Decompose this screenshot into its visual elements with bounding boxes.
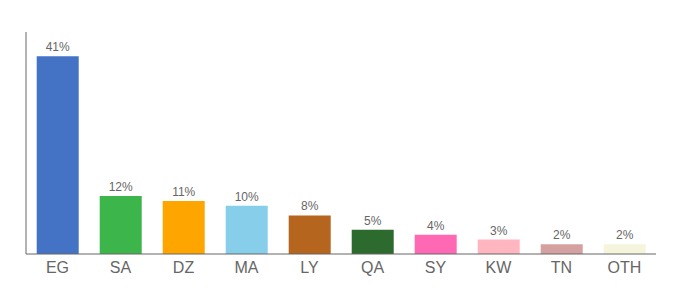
svg-text:11%: 11% bbox=[172, 185, 195, 199]
svg-text:MA: MA bbox=[235, 259, 259, 276]
svg-text:EG: EG bbox=[46, 259, 69, 276]
svg-text:DZ: DZ bbox=[173, 259, 195, 276]
svg-text:2%: 2% bbox=[616, 228, 634, 242]
svg-text:QA: QA bbox=[361, 259, 384, 276]
svg-text:SY: SY bbox=[425, 259, 447, 276]
svg-text:4%: 4% bbox=[427, 219, 445, 233]
svg-text:12%: 12% bbox=[109, 180, 133, 194]
svg-text:LY: LY bbox=[300, 259, 319, 276]
svg-text:8%: 8% bbox=[301, 199, 319, 213]
svg-text:2%: 2% bbox=[553, 228, 571, 242]
svg-text:3%: 3% bbox=[490, 224, 508, 238]
svg-text:5%: 5% bbox=[364, 214, 382, 228]
svg-text:41%: 41% bbox=[46, 40, 70, 54]
svg-text:OTH: OTH bbox=[608, 259, 642, 276]
svg-text:SA: SA bbox=[110, 259, 132, 276]
svg-text:TN: TN bbox=[551, 259, 572, 276]
svg-text:10%: 10% bbox=[235, 190, 259, 204]
svg-text:KW: KW bbox=[486, 259, 513, 276]
